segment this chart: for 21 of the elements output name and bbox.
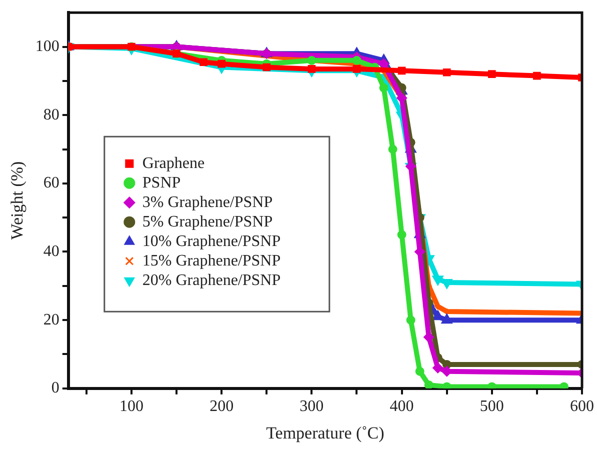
x-tick-label: 600 xyxy=(570,398,594,416)
x-tick-label: 500 xyxy=(480,398,504,416)
x-tick-label: 400 xyxy=(390,398,414,416)
legend-label: 10% Graphene/PSNP xyxy=(142,232,281,250)
y-tick-label: 60 xyxy=(43,174,60,192)
x-axis-title: Temperature (˚C) xyxy=(266,423,384,442)
x-tick-label: 100 xyxy=(119,398,144,416)
y-tick-label: 100 xyxy=(35,38,60,55)
legend-label: 5% Graphene/PSNP xyxy=(142,213,273,230)
x-tick-label: 300 xyxy=(300,398,324,416)
y-axis-title: Weight (%) xyxy=(8,161,27,240)
y-tick-label: 20 xyxy=(43,311,60,328)
legend-label: 15% Graphene/PSNP xyxy=(142,252,281,270)
legend-label: 3% Graphene/PSNP xyxy=(142,194,273,211)
legend-label: Graphene xyxy=(142,154,205,172)
y-tick-label: 80 xyxy=(43,106,60,124)
legend-label: PSNP xyxy=(142,174,181,192)
y-tick-label: 40 xyxy=(43,242,60,260)
x-tick-label: 200 xyxy=(210,398,234,416)
legend-label: 20% Graphene/PSNP xyxy=(142,272,281,289)
y-tick-label: 0 xyxy=(51,380,60,397)
